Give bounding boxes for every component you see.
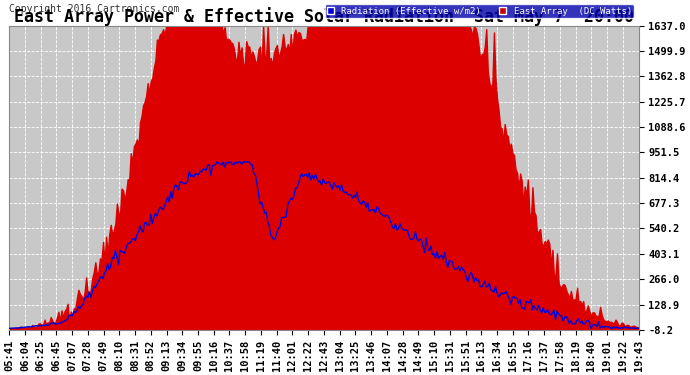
Text: Copyright 2016 Cartronics.com: Copyright 2016 Cartronics.com [9,3,179,13]
Legend: Radiation (Effective w/m2), East Array  (DC Watts): Radiation (Effective w/m2), East Array (… [324,4,634,18]
Title: East Array Power & Effective Solar Radiation  Sat May 7  20:00: East Array Power & Effective Solar Radia… [14,7,634,26]
